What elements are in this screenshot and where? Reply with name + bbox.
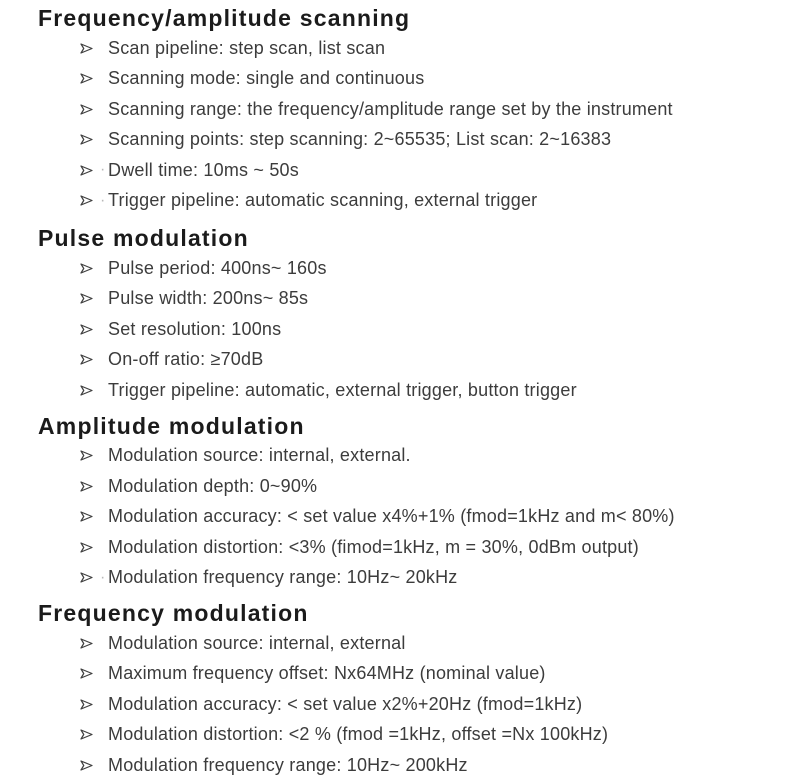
arrow-bullet-icon [80, 104, 93, 115]
spec-item-text: Modulation accuracy: < set value x2%+20H… [108, 693, 583, 714]
arrow-bullet-icon [80, 668, 93, 679]
arrow-bullet-icon [80, 760, 93, 771]
spec-item: On-off ratio: ≥70dB [38, 345, 801, 376]
arrow-bullet-icon [80, 165, 93, 176]
spec-item: Scan pipeline: step scan, list scan [38, 33, 801, 64]
arrow-bullet-icon [80, 699, 93, 710]
spec-section: Frequency modulation Modulation source: i… [38, 598, 801, 781]
spec-item-text: Modulation source: internal, external [108, 632, 406, 653]
spec-list: Pulse period: 400ns~ 160s Pulse width: 20… [38, 253, 801, 406]
arrow-bullet-icon [80, 354, 93, 365]
arrow-bullet-icon [80, 324, 93, 335]
spec-item: Scanning range: the frequency/amplitude … [38, 94, 801, 125]
spec-item-text: Set resolution: 100ns [108, 318, 282, 339]
spec-section: Frequency/amplitude scanning Scan pipelin… [38, 3, 801, 216]
arrow-bullet-icon [80, 73, 93, 84]
section-title: Frequency modulation [38, 600, 309, 626]
arrow-bullet-icon [80, 43, 93, 54]
spec-item: Set resolution: 100ns [38, 314, 801, 345]
arrow-bullet-icon [80, 481, 93, 492]
spec-item-text: Modulation frequency range: 10Hz~ 20kHz [108, 567, 458, 588]
arrow-bullet-icon [80, 638, 93, 649]
spec-item-text: Pulse period: 400ns~ 160s [108, 257, 327, 278]
arrow-bullet-icon [80, 572, 93, 583]
arrow-bullet-icon [80, 511, 93, 522]
spec-item-text: Trigger pipeline: automatic scanning, ex… [108, 190, 538, 211]
spec-item: Scanning mode: single and continuous [38, 64, 801, 95]
spec-list: Modulation source: internal, external. Mo… [38, 441, 801, 594]
spec-item: Modulation source: internal, external [38, 628, 801, 659]
spec-section: Pulse modulation Pulse period: 400ns~ 160… [38, 223, 801, 406]
spec-item-text: Modulation distortion: <3% (fimod=1kHz, … [108, 536, 639, 557]
spec-item: Maximum frequency offset: Nx64MHz (nomin… [38, 659, 801, 690]
spec-item: Modulation distortion: <3% (fimod=1kHz, … [38, 532, 801, 563]
spec-item-text: Scanning mode: single and continuous [108, 68, 425, 89]
spec-item: Modulation frequency range: 10Hz~ 200kHz [38, 750, 801, 781]
arrow-bullet-icon [80, 293, 93, 304]
spec-item: Scanning points: step scanning: 2~65535;… [38, 125, 801, 156]
spec-item: Trigger pipeline: automatic, external tr… [38, 375, 801, 406]
spec-list: Modulation source: internal, external Max… [38, 628, 801, 781]
section-title: Pulse modulation [38, 225, 249, 251]
arrow-bullet-icon [80, 263, 93, 274]
spec-item: Pulse width: 200ns~ 85s [38, 284, 801, 315]
spec-item-text: Modulation source: internal, external. [108, 445, 411, 466]
arrow-bullet-icon [80, 385, 93, 396]
arrow-bullet-icon [80, 450, 93, 461]
spec-item: Modulation accuracy: < set value x4%+1% … [38, 502, 801, 533]
spec-item-text: Scanning points: step scanning: 2~65535;… [108, 129, 612, 150]
spec-item-text: Modulation accuracy: < set value x4%+1% … [108, 506, 675, 527]
spec-item-text: Dwell time: 10ms ~ 50s [108, 159, 299, 180]
arrow-bullet-icon [80, 542, 93, 553]
arrow-bullet-icon [80, 134, 93, 145]
section-title: Amplitude modulation [38, 412, 305, 439]
spec-item: Modulation source: internal, external. [38, 441, 801, 472]
spec-item: Modulation depth: 0~90% [38, 471, 801, 502]
spec-item-text: Scan pipeline: step scan, list scan [108, 37, 386, 58]
spec-item: · Modulation frequency range: 10Hz~ 20kHz [38, 563, 801, 594]
spec-list: Scan pipeline: step scan, list scan Scann… [38, 33, 801, 216]
spec-item-text: On-off ratio: ≥70dB [108, 349, 264, 370]
spec-item-text: Modulation depth: 0~90% [108, 475, 318, 496]
spec-item-text: Trigger pipeline: automatic, external tr… [108, 379, 577, 400]
spec-document: Frequency/amplitude scanning Scan pipelin… [0, 3, 801, 781]
spec-item: · Trigger pipeline: automatic scanning, e… [38, 186, 801, 217]
spec-item-text: Scanning range: the frequency/amplitude … [108, 98, 673, 119]
spec-section: Amplitude modulation Modulation source: i… [38, 411, 801, 594]
arrow-bullet-icon [80, 729, 93, 740]
spec-item-text: Modulation distortion: <2 % (fmod =1kHz,… [108, 724, 609, 745]
spec-item-text: Maximum frequency offset: Nx64MHz (nomin… [108, 663, 546, 684]
spec-item-text: Modulation frequency range: 10Hz~ 200kHz [108, 754, 468, 775]
spec-item: Modulation distortion: <2 % (fmod =1kHz,… [38, 720, 801, 751]
section-title: Frequency/amplitude scanning [38, 5, 411, 31]
spec-item: · Dwell time: 10ms ~ 50s [38, 155, 801, 186]
arrow-bullet-icon [80, 195, 93, 206]
spec-item: Modulation accuracy: < set value x2%+20H… [38, 689, 801, 720]
spec-item: Pulse period: 400ns~ 160s [38, 253, 801, 284]
spec-item-text: Pulse width: 200ns~ 85s [108, 288, 309, 309]
